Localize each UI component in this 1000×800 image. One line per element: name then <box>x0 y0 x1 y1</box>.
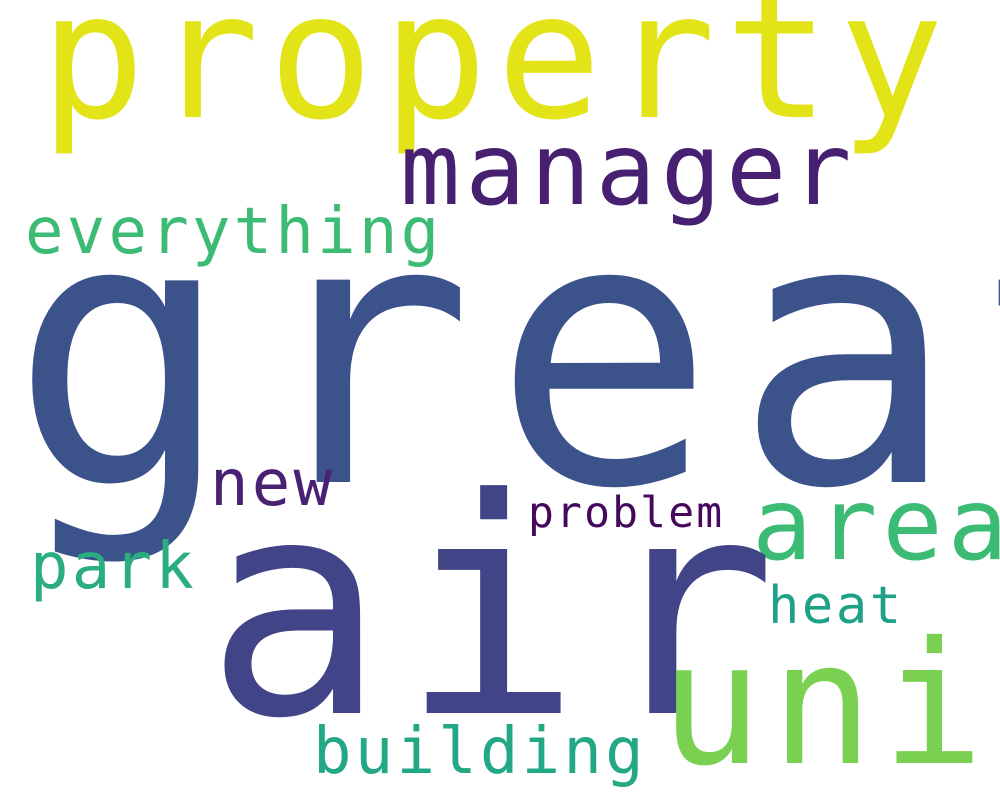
word-problem: problem <box>528 488 725 538</box>
word-property: property <box>40 0 953 159</box>
word-everything: everything <box>25 195 443 269</box>
word-manager: manager <box>400 111 857 228</box>
word-unit: unit <box>660 606 1000 800</box>
word-great: great <box>10 140 1000 570</box>
word-area: area <box>752 466 1000 583</box>
word-building: building <box>313 715 647 789</box>
word-heat: heat <box>768 576 904 636</box>
word-park: park <box>30 530 197 604</box>
word-new: new <box>210 447 336 521</box>
word-air: air <box>205 435 792 784</box>
